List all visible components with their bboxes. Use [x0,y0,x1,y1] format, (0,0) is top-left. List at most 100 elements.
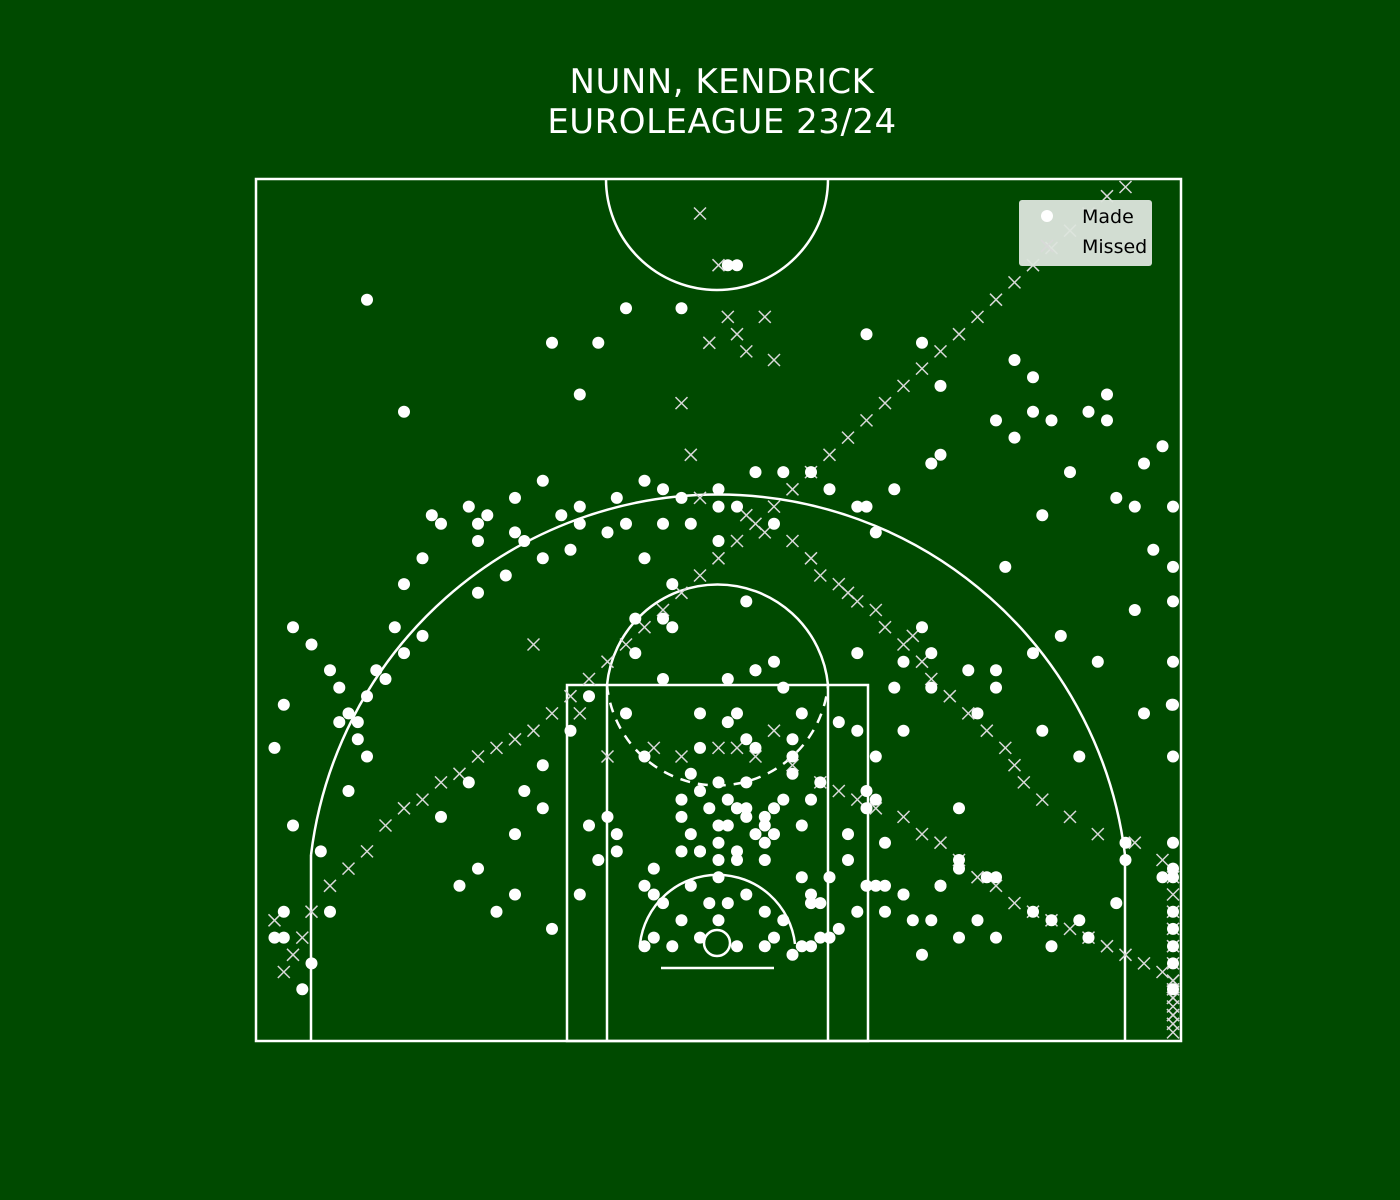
made-shot-point [481,509,494,522]
made-shot-point [1073,914,1086,927]
made-shot-point [916,336,928,349]
made-shot-point [583,819,595,832]
made-shot-point [777,793,790,806]
made-shot-point [768,802,780,815]
made-shot-point [768,828,780,841]
missed-shot-point [674,749,689,764]
made-shot-point [1167,560,1179,573]
made-shot-point [509,526,521,539]
made-shot-point [980,871,993,884]
made-shot-point [823,931,836,944]
legend: Made Missed [1019,200,1152,266]
missed-shot-point [1007,896,1022,910]
made-shot-point [425,509,438,522]
made-shot-point [324,664,336,677]
made-shot-point [675,302,688,315]
missed-shot-point [906,629,920,643]
missed-shot-point [267,913,282,927]
made-shot-point [879,879,891,892]
made-shot-point [601,810,614,823]
paint-outer [565,683,870,1043]
missed-shot-point [785,758,800,772]
made-shot-point [1008,354,1021,366]
missed-shot-point [850,793,864,807]
missed-shot-point [711,741,726,755]
missed-shot-point [1063,810,1077,824]
made-shot-point [897,888,910,901]
missed-shot-point [702,336,716,350]
made-shot-point [1138,457,1150,470]
made-shot-point [518,785,531,797]
made-shot-point [647,888,660,901]
legend-missed-label: Missed [1082,236,1147,258]
made-shot-point [564,543,577,556]
made-shot-point [731,259,743,272]
made-shot-point [823,483,836,496]
made-shot-point [925,681,938,694]
made-shot-point [647,931,660,944]
center-circle [604,178,830,292]
made-shot-point [749,664,762,677]
made-shot-point [592,336,605,349]
made-shot-point [694,845,706,858]
made-shot-point [906,914,919,927]
made-shot-point [953,802,965,815]
made-shot-point [934,379,947,392]
made-shot-point [758,810,771,823]
made-shot-point [805,888,817,901]
made-shot-point [638,879,651,892]
made-shot-point [925,647,938,660]
made-shot-point [1167,871,1179,884]
made-shot-point [990,681,1002,694]
missed-shot-point [1017,775,1031,789]
made-shot-point [684,517,697,530]
made-shot-point [694,785,706,797]
made-shot-point [684,828,697,841]
made-shot-point [1167,862,1179,875]
made-shot-point [731,940,743,953]
made-shot-point [305,638,318,651]
made-shot-point [1036,724,1049,737]
made-shot-point [684,767,697,780]
made-shot-point [472,517,484,530]
made-shot-point [758,819,771,832]
made-shot-point [472,535,484,547]
made-shot-point [971,707,984,720]
made-shot-point [842,828,854,841]
made-shot-point [1054,629,1067,642]
made-shot-point [814,931,827,944]
made-shot-point [740,733,753,746]
missed-shot-point [1166,1017,1180,1031]
made-shot-point [1167,750,1179,763]
missed-shot-point [730,741,744,755]
missed-shot-point [758,310,772,324]
made-shot-point [786,767,799,780]
made-shot-point [268,741,281,754]
missed-shot-point [1007,275,1022,289]
made-shot-point [398,578,410,591]
legend-missed-marker [1040,239,1054,253]
made-shot-point [712,483,725,496]
made-shot-point [869,793,882,806]
made-shot-point [962,664,975,677]
made-shot-point [1119,854,1132,866]
made-shot-point [1027,905,1039,918]
made-shot-point [1045,914,1058,927]
missed-shots [267,180,1180,1039]
made-shot-point [564,724,577,737]
made-shot-point [296,983,309,996]
missed-shot-point [878,620,892,634]
made-shot-point [305,957,318,970]
missed-shot-point [360,844,374,858]
missed-shot-point [1118,948,1133,962]
made-shot-point [1027,405,1039,418]
made-shot-point [638,552,651,565]
missed-shot-point [647,741,661,755]
missed-shot-point [397,801,411,815]
made-shot-point [990,414,1002,427]
made-shot-point [536,552,549,565]
made-shot-point [694,707,706,720]
made-shot-point [731,500,743,513]
made-shot-point [740,888,753,901]
missed-shot-point [1155,853,1170,867]
